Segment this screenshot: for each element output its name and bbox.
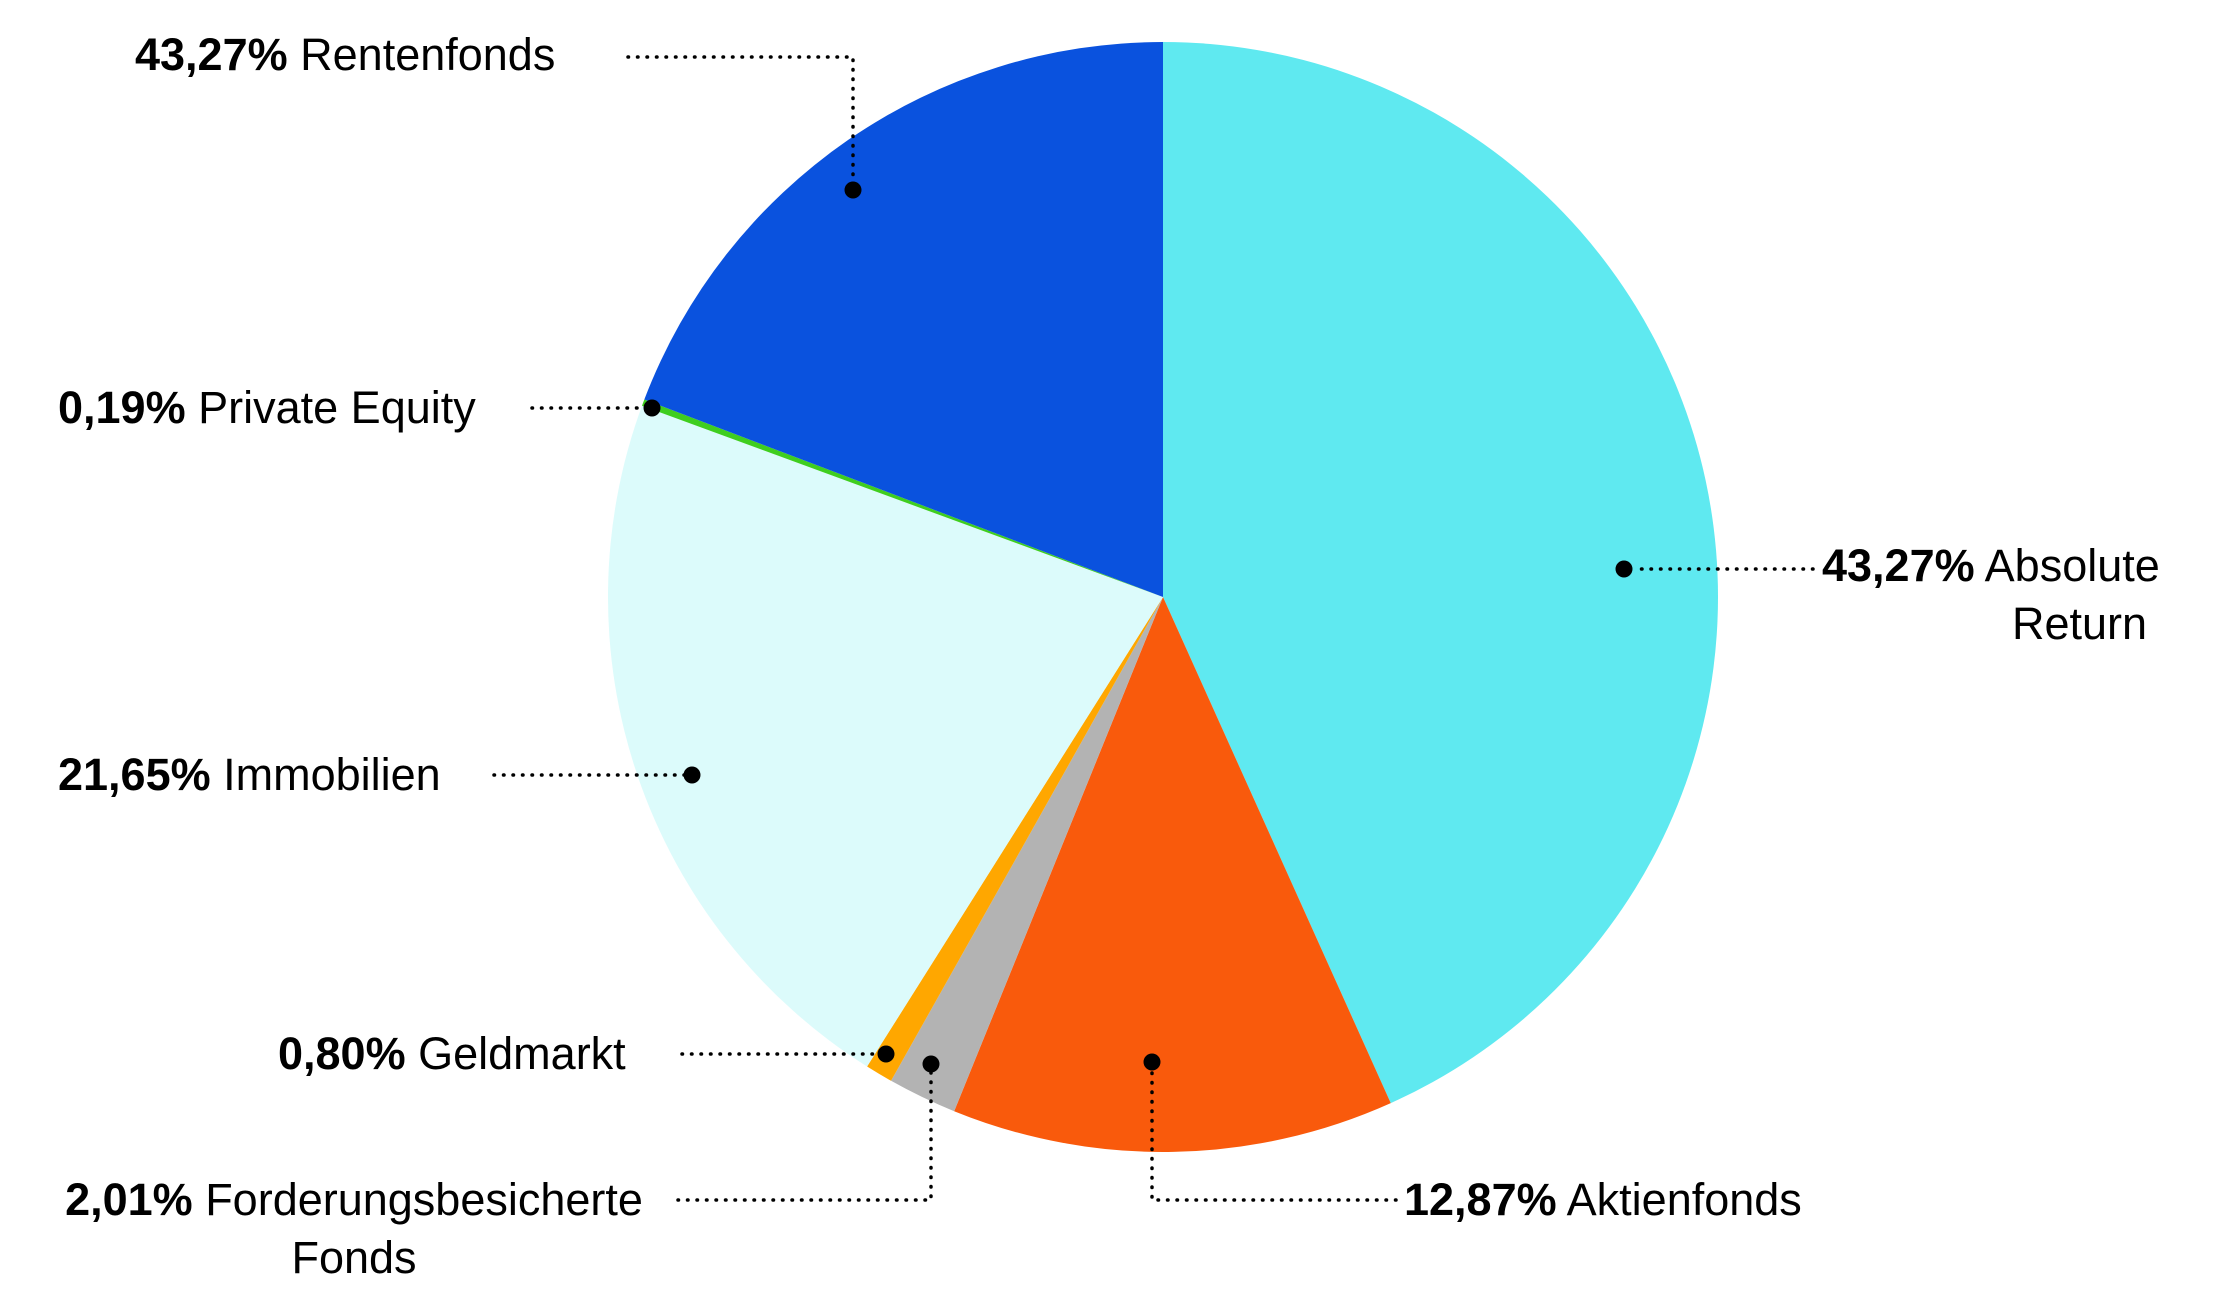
label-private-equity-name: Private Equity (198, 382, 476, 433)
anchor-dot-geldmarkt (877, 1045, 895, 1063)
anchor-dot-private-equity (643, 399, 661, 417)
pie (607, 41, 1719, 1153)
anchor-dot-immobilien (683, 766, 701, 784)
label-forderungsbesicherte-pct: 2,01% (65, 1174, 193, 1225)
label-absolute-return: 43,27% Absolute Return (1822, 537, 2160, 653)
label-absolute-return-pct: 43,27% (1822, 540, 1975, 591)
label-geldmarkt-pct: 0,80% (278, 1028, 406, 1079)
label-private-equity: 0,19% Private Equity (58, 379, 476, 437)
pie-slice-private-equity (642, 399, 1163, 597)
label-forderungsbesicherte-name: Forderungsbesicherte (205, 1174, 643, 1225)
leader-forderungsbesicherte (676, 1070, 933, 1202)
label-forderungsbesicherte: 2,01% Forderungsbesicherte Fonds (30, 1171, 678, 1287)
label-rentenfonds-name: Rentenfonds (300, 29, 556, 80)
anchor-dot-aktienfonds (1143, 1053, 1161, 1071)
anchor-dot-absolute-return (1615, 560, 1633, 578)
label-immobilien-name: Immobilien (223, 749, 441, 800)
label-immobilien: 21,65% Immobilien (58, 746, 441, 804)
leader-rentenfonds (626, 55, 855, 188)
label-absolute-return-name: Absolute (1984, 540, 2160, 591)
label-rentenfonds-pct: 43,27% (135, 29, 288, 80)
pie-slice-aktienfonds (954, 597, 1391, 1153)
label-absolute-return-name-line2: Return (2012, 598, 2148, 649)
label-private-equity-pct: 0,19% (58, 382, 186, 433)
pie-slice-rentenfonds (644, 42, 1163, 597)
anchor-dot-rentenfonds (844, 181, 862, 199)
pie-slice-immobilien (607, 405, 1163, 1067)
label-aktienfonds-name: Aktienfonds (1566, 1174, 1802, 1225)
label-immobilien-pct: 21,65% (58, 749, 211, 800)
label-forderungsbesicherte-name-line2: Fonds (291, 1232, 417, 1283)
pie-slice-forderungsbesicherte-fonds (891, 597, 1163, 1112)
anchor-dot-forderungsbesicherte (922, 1055, 940, 1073)
label-geldmarkt-name: Geldmarkt (418, 1028, 626, 1079)
pie-slice-absolute-return (1163, 41, 1719, 1104)
label-rentenfonds: 43,27% Rentenfonds (135, 26, 555, 84)
pie-slice-geldmarkt (867, 597, 1163, 1081)
label-aktienfonds: 12,87% Aktienfonds (1404, 1171, 1802, 1229)
label-aktienfonds-pct: 12,87% (1404, 1174, 1557, 1225)
leader-lines (492, 55, 1815, 1202)
label-geldmarkt: 0,80% Geldmarkt (278, 1025, 626, 1083)
